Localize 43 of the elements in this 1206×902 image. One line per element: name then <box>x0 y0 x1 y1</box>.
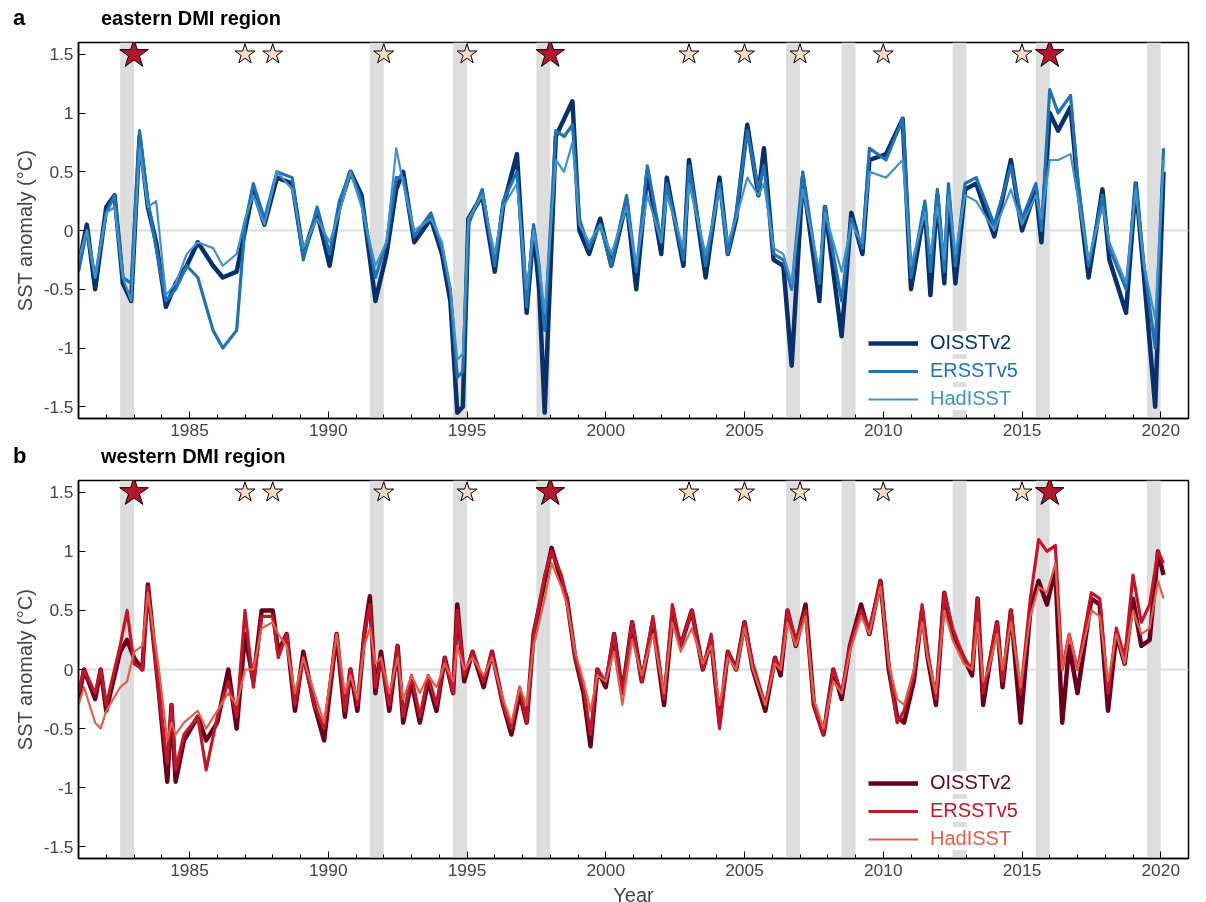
text: b <box>13 443 27 469</box>
x-tick-label: 2020 <box>1141 419 1181 440</box>
y-tick-label: 1.5 <box>49 482 74 503</box>
y-tick-label: -1 <box>58 338 74 358</box>
y-tick-label: 0 <box>63 659 74 680</box>
x-tick-label: 2020 <box>1141 859 1181 880</box>
legend-label: ERSSTv5 <box>930 359 1018 382</box>
y-tick-label: 0.5 <box>49 161 74 182</box>
x-tick-label: 2010 <box>863 419 903 440</box>
legend-label: HadISST <box>930 827 1012 850</box>
text: a <box>13 5 26 31</box>
legend-label: HadISST <box>930 387 1012 410</box>
x-tick-label: 2000 <box>586 859 626 880</box>
x-tick-label: 2010 <box>863 859 903 880</box>
y-axis-title: SST anomaly (°C) <box>13 150 36 312</box>
y-tick-label: -1 <box>58 777 74 798</box>
x-tick-label: 1990 <box>308 419 348 440</box>
x-tick-label: 2000 <box>586 419 626 440</box>
legend-label: ERSSTv5 <box>930 799 1018 822</box>
chart-title: eastern DMI region <box>101 6 282 31</box>
y-tick-label: 1 <box>63 103 74 123</box>
x-tick-label: 1995 <box>447 859 487 880</box>
y-tick-label: -1.5 <box>43 836 74 857</box>
y-tick-label: 0 <box>63 220 74 241</box>
chart-title: western DMI region <box>101 444 286 469</box>
x-tick-label: 2005 <box>725 419 764 440</box>
x-tick-label: 1990 <box>308 859 348 880</box>
y-axis-title: SST anomaly (°C) <box>13 589 36 751</box>
x-tick-label: 2015 <box>1002 419 1042 440</box>
y-tick-label: 1.5 <box>49 44 74 65</box>
y-tick-label: -1.5 <box>43 396 74 417</box>
x-axis-title: Year <box>613 883 655 902</box>
y-tick-label: -0.5 <box>43 718 74 739</box>
y-tick-label: 0.5 <box>49 600 74 621</box>
legend-label: OISSTv2 <box>930 331 1012 354</box>
x-tick-label: 1985 <box>170 859 209 880</box>
x-tick-label: 2005 <box>725 859 764 880</box>
y-tick-label: -0.5 <box>43 279 74 300</box>
x-tick-label: 2015 <box>1002 859 1042 880</box>
x-tick-label: 1995 <box>447 419 487 440</box>
x-tick-label: 1985 <box>170 419 209 440</box>
legend-label: OISSTv2 <box>930 771 1012 794</box>
y-tick-label: 1 <box>63 541 74 562</box>
